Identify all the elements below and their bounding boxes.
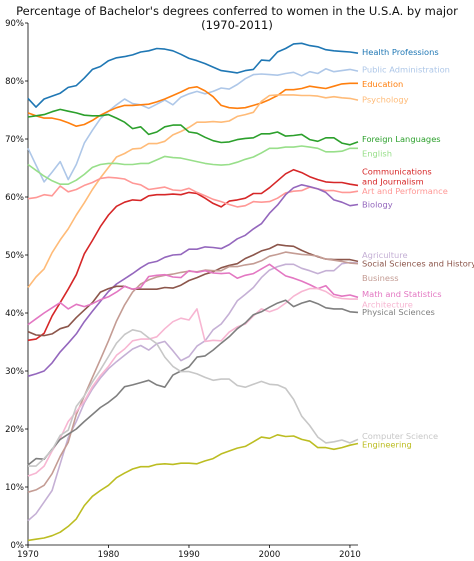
series-line-architecture [27,287,358,477]
series-label-engineering: Engineering [362,440,412,450]
series-line-communications-and-journalism [27,168,359,342]
series-line-art-and-performance [27,176,359,208]
series-line-math-and-statistics [27,263,359,326]
series-label-psychology: Psychology [362,95,409,105]
y-tick-label: 30% [5,367,24,377]
series-line-english [27,145,358,185]
series-line-health-professions [27,42,359,108]
y-tick-label: 20% [5,425,24,435]
series-line-engineering [27,434,359,542]
series-line-psychology [27,94,359,288]
y-tick-label: 40% [5,309,24,319]
series-line-computer-science [28,329,359,467]
chart-title: Percentage of Bachelor's degrees conferr… [16,4,458,32]
series-line-biology [27,184,359,377]
y-tick-label: 60% [5,193,24,203]
y-tick-label: 50% [5,251,24,261]
x-tick-label: 1970 [17,550,39,560]
y-tick-label: 90% [5,19,24,29]
series-label-architecture: Architecture [362,299,413,309]
x-tick-label: 1980 [98,550,120,560]
series-label-computer-science: Computer Science [362,431,438,441]
series-label-health-professions: Health Professions [362,47,439,57]
x-tick-label: 2000 [259,550,281,560]
series-line-agriculture [27,261,359,522]
series-label-biology: Biology [362,200,393,210]
series-label-agriculture: Agriculture [362,250,408,260]
series-label-foreign-languages: Foreign Languages [362,134,441,144]
series-label-communications-and-journalism: Communications and Journalism [362,167,432,187]
series-label-math-and-statistics: Math and Statistics [362,289,442,299]
series-label-business: Business [362,273,399,283]
y-tick-label: 70% [5,135,24,145]
series-label-education: Education [362,79,403,89]
series-line-foreign-languages [27,108,359,146]
x-tick-label: 1990 [178,550,200,560]
series-line-social-sciences-and-history [27,243,359,337]
series-line-education [27,82,358,127]
series-label-art-and-performance: Art and Performance [362,186,448,196]
series-label-english: English [362,149,392,159]
x-tick-label: 2010 [339,550,361,560]
series-label-social-sciences-and-history: Social Sciences and History [362,259,474,269]
y-tick-label: 0% [11,541,25,551]
series-label-public-administration: Public Administration [362,64,450,74]
y-tick-label: 80% [5,77,24,87]
series-line-physical-sciences [27,299,359,466]
y-tick-label: 10% [5,483,24,493]
series-label-physical-sciences: Physical Sciences [362,307,435,317]
series-line-public-administration [27,68,359,183]
